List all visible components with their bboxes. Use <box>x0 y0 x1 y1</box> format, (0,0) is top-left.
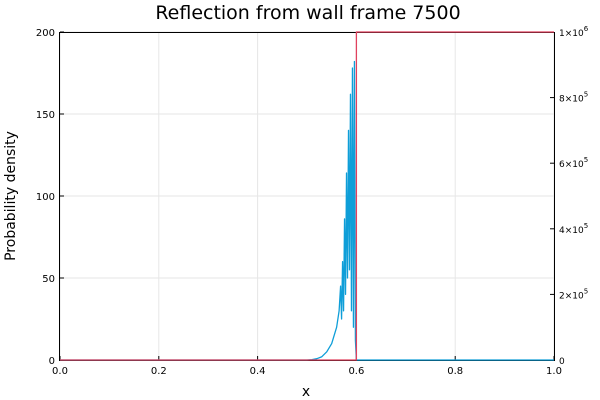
y-tick-label: 100 <box>36 192 55 203</box>
y2-tick-label: 8×105 <box>559 91 588 105</box>
y2-tick-label: 4×105 <box>559 222 588 236</box>
x-tick-label: 0.4 <box>250 366 266 377</box>
series-layer <box>60 31 554 361</box>
y2-tick-label: 6×105 <box>559 156 588 170</box>
series-line-1 <box>60 60 554 361</box>
y-tick-label: 0 <box>49 356 55 367</box>
x-axis: 0.0 0.2 0.4 0.6 0.8 1.0 <box>52 356 562 377</box>
y-tick-label: 200 <box>36 28 55 39</box>
y-tick-label: 150 <box>36 110 55 121</box>
y2-tick-label: 1×106 <box>559 25 589 39</box>
x-axis-label: x <box>302 384 310 400</box>
y2-tick-label: 2×105 <box>559 287 588 301</box>
y-axis-label: Probability density <box>3 131 19 261</box>
y2-axis: 0 2×105 4×105 6×105 8×105 1×106 <box>550 25 589 367</box>
grid <box>59 31 555 361</box>
y-axis: 0 50 100 150 200 <box>36 28 64 367</box>
x-tick-label: 1.0 <box>546 366 562 377</box>
y-tick-label: 50 <box>42 274 55 285</box>
y2-tick-label: 0 <box>559 357 565 367</box>
x-tick-label: 0.0 <box>52 366 68 377</box>
x-tick-label: 0.8 <box>447 366 463 377</box>
chart-title: Reflection from wall frame 7500 <box>155 2 460 24</box>
x-tick-label: 0.6 <box>348 366 364 377</box>
x-tick-label: 0.2 <box>151 366 167 377</box>
series-line-2 <box>60 31 554 361</box>
